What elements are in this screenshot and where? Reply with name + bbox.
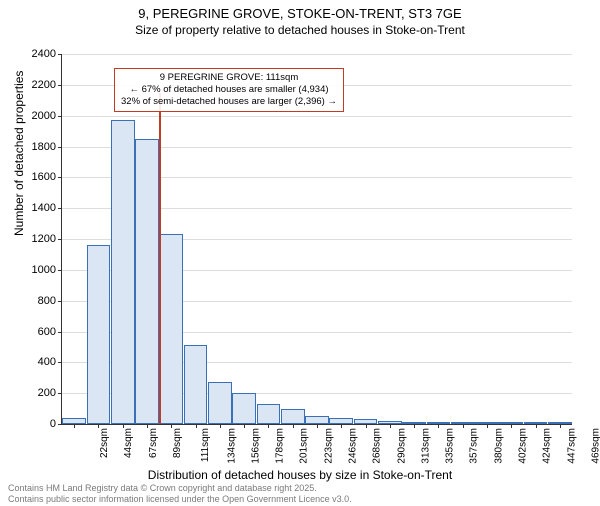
x-tick-mark (366, 424, 367, 428)
x-tick-mark (487, 424, 488, 428)
histogram-bar (135, 139, 159, 424)
y-tick-mark (58, 270, 62, 271)
x-tick-label: 268sqm (372, 428, 383, 464)
x-tick-mark (414, 424, 415, 428)
x-axis-label: Distribution of detached houses by size … (0, 468, 600, 482)
x-tick-mark (536, 424, 537, 428)
y-tick-label: 2400 (32, 48, 56, 60)
histogram-bar (208, 382, 232, 424)
x-tick-label: 246sqm (348, 428, 359, 464)
y-tick-mark (58, 177, 62, 178)
x-tick-label: 111sqm (200, 428, 211, 462)
x-tick-mark (147, 424, 148, 428)
x-tick-label: 290sqm (396, 428, 407, 464)
chart-title-main: 9, PEREGRINE GROVE, STOKE-ON-TRENT, ST3 … (0, 6, 600, 21)
x-tick-mark (196, 424, 197, 428)
y-tick-label: 0 (50, 418, 56, 430)
footer-attribution: Contains HM Land Registry data © Crown c… (8, 483, 352, 504)
y-tick-mark (58, 54, 62, 55)
y-tick-mark (58, 301, 62, 302)
x-tick-label: 156sqm (250, 428, 261, 464)
x-tick-mark (244, 424, 245, 428)
y-tick-label: 1000 (32, 264, 56, 276)
y-tick-mark (58, 85, 62, 86)
y-tick-label: 200 (38, 387, 56, 399)
y-tick-label: 400 (38, 356, 56, 368)
x-tick-label: 223sqm (323, 428, 334, 464)
y-tick-label: 1200 (32, 233, 56, 245)
y-tick-label: 800 (38, 295, 56, 307)
annotation-line1: 9 PEREGRINE GROVE: 111sqm (121, 72, 337, 84)
y-tick-label: 1400 (32, 202, 56, 214)
x-tick-mark (220, 424, 221, 428)
x-tick-mark (511, 424, 512, 428)
y-tick-mark (58, 424, 62, 425)
histogram-bar (159, 234, 183, 424)
x-tick-mark (560, 424, 561, 428)
y-tick-label: 2000 (32, 110, 56, 122)
footer-line1: Contains HM Land Registry data © Crown c… (8, 483, 352, 493)
x-tick-mark (438, 424, 439, 428)
x-tick-label: 313sqm (420, 428, 431, 464)
x-tick-mark (98, 424, 99, 428)
x-tick-mark (171, 424, 172, 428)
y-tick-mark (58, 208, 62, 209)
footer-line2: Contains public sector information licen… (8, 494, 352, 504)
y-axis-label: Number of detached properties (12, 71, 26, 236)
histogram-bar (305, 416, 329, 424)
annotation-line3: 32% of semi-detached houses are larger (… (121, 96, 337, 108)
histogram-bar (87, 245, 111, 424)
y-tick-label: 1800 (32, 141, 56, 153)
x-tick-mark (463, 424, 464, 428)
x-tick-label: 380sqm (493, 428, 504, 464)
x-tick-label: 67sqm (148, 428, 159, 458)
x-tick-mark (390, 424, 391, 428)
y-tick-label: 600 (38, 326, 56, 338)
x-tick-label: 357sqm (469, 428, 480, 464)
x-tick-label: 134sqm (226, 428, 237, 464)
x-tick-label: 469sqm (590, 428, 600, 464)
x-tick-label: 447sqm (566, 428, 577, 464)
y-tick-mark (58, 116, 62, 117)
x-tick-mark (341, 424, 342, 428)
annotation-box: 9 PEREGRINE GROVE: 111sqm ← 67% of detac… (114, 68, 344, 112)
y-tick-mark (58, 362, 62, 363)
histogram-bar (281, 409, 305, 424)
histogram-bar (257, 404, 281, 424)
x-tick-label: 22sqm (99, 428, 110, 458)
x-tick-label: 201sqm (299, 428, 310, 464)
histogram-bar (111, 120, 135, 424)
x-tick-mark (123, 424, 124, 428)
x-tick-label: 178sqm (275, 428, 286, 464)
x-tick-label: 424sqm (542, 428, 553, 464)
marker-line (159, 93, 161, 424)
histogram-bar (184, 345, 208, 424)
plot-area: 9 PEREGRINE GROVE: 111sqm ← 67% of detac… (62, 54, 572, 424)
x-tick-mark (268, 424, 269, 428)
x-tick-label: 402sqm (518, 428, 529, 464)
y-tick-label: 1600 (32, 171, 56, 183)
y-tick-mark (58, 147, 62, 148)
x-tick-mark (74, 424, 75, 428)
x-tick-mark (317, 424, 318, 428)
x-tick-mark (293, 424, 294, 428)
chart-title-sub: Size of property relative to detached ho… (0, 23, 600, 37)
y-tick-label: 2200 (32, 79, 56, 91)
x-tick-label: 335sqm (445, 428, 456, 464)
y-tick-mark (58, 393, 62, 394)
y-tick-mark (58, 332, 62, 333)
x-tick-label: 89sqm (172, 428, 183, 458)
annotation-line2: ← 67% of detached houses are smaller (4,… (121, 84, 337, 96)
histogram-bar (232, 393, 256, 424)
y-tick-mark (58, 239, 62, 240)
x-tick-label: 44sqm (123, 428, 134, 458)
